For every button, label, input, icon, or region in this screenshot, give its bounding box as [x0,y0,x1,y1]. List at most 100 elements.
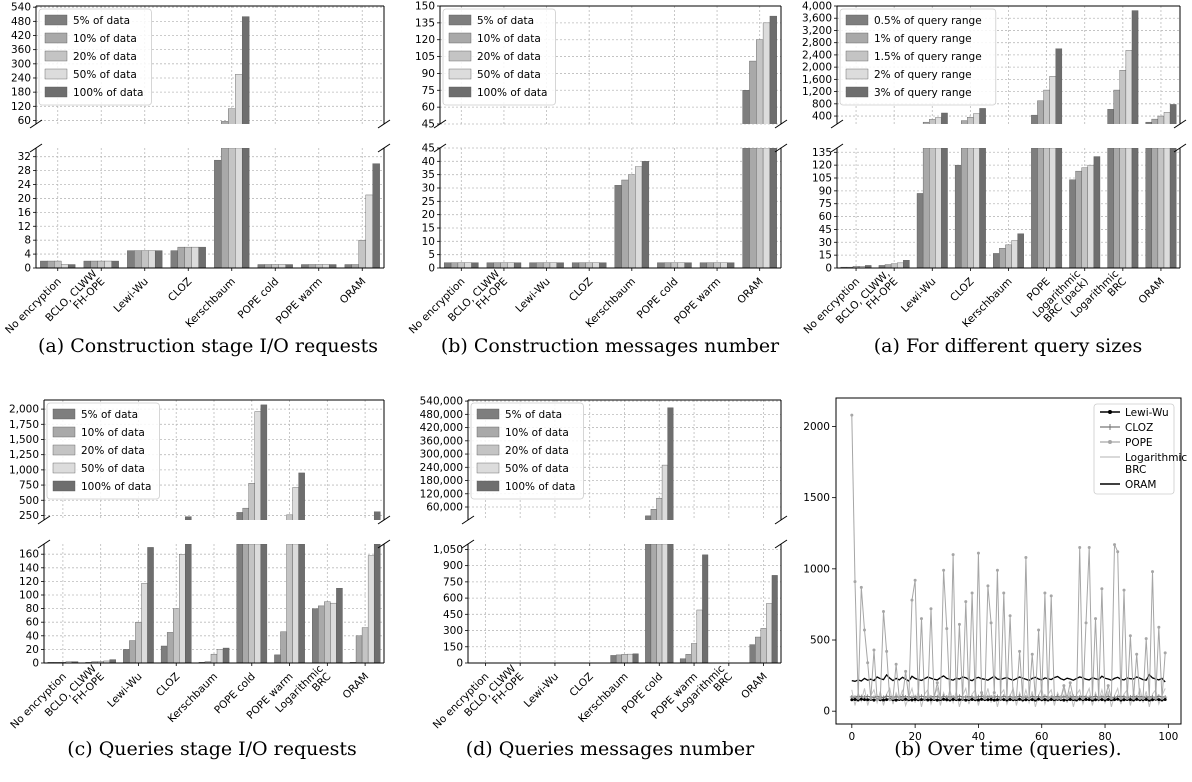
series-point [850,414,853,417]
bar [1132,148,1138,268]
series-point [1040,697,1043,700]
series-point [860,586,863,589]
y-tick-label: 0 [825,263,832,275]
bar [656,544,662,663]
category-label-line: Lewi-Wu [522,671,561,710]
bar [223,648,229,663]
bar [1152,119,1158,126]
series-point [964,699,967,702]
bar [929,119,935,126]
bar [627,654,633,663]
bar [179,554,185,663]
bar [763,23,770,126]
series-point [1015,697,1018,700]
bar [1088,165,1094,268]
legend-label: 10% of data [73,33,137,45]
legend-swatch [477,409,499,419]
y-tick-label: 4 [24,249,31,261]
series-point [1129,698,1132,701]
series-point [936,681,939,684]
bar [1114,90,1120,126]
bar [112,261,119,268]
bar [635,167,642,268]
bar [1170,148,1176,268]
bar [1094,157,1100,268]
series-point [888,698,891,701]
bar [1050,148,1056,268]
bar [255,544,261,663]
bar [299,544,305,663]
series-point [885,650,888,653]
y-tick-label: 15 [819,250,832,262]
bar [345,265,352,268]
bar [903,260,909,268]
series-point [853,580,856,583]
series-point [958,623,961,626]
y-tick-label: 100 [19,590,39,602]
y-tick-label: 25 [422,196,435,208]
y-tick-label: 45 [422,143,435,155]
series-point [952,698,955,701]
series-point [914,579,917,582]
bar [374,512,380,522]
bar [1120,70,1126,126]
bar [1031,115,1037,126]
bar [685,263,692,268]
legend-label-line: Lewi-Wu [1125,407,1169,419]
bar [550,263,557,268]
legend-swatch [45,33,67,43]
series-point [1062,699,1065,702]
category-label-line: Lewi-Wu [513,276,552,315]
series-point [929,698,932,701]
bar [318,606,324,663]
bar [743,148,750,268]
bar [129,641,135,663]
bar [961,121,967,126]
panel-p3: 4008001,2001,6002,0002,4002,8003,2003,60… [801,1,1186,358]
y-tick-label: 300,000 [420,449,463,461]
category-label: CLOZ [567,671,595,699]
series-point [917,697,920,700]
bar [279,265,286,268]
y-tick-label: 900 [443,560,463,572]
bar [161,646,167,663]
y-tick-label: 500 [19,495,39,507]
bar [242,17,249,126]
series-point [1085,698,1088,701]
caption: (b) Over time (queries). [894,738,1121,760]
series-point [1148,697,1151,700]
series-point [967,697,970,700]
bar [280,632,286,663]
bar [105,261,112,268]
bar [993,253,999,268]
bar [472,263,479,268]
legend-swatch [449,69,471,79]
bar [1170,104,1176,126]
y-tick-label: 40 [26,630,39,642]
bar [237,544,243,663]
series-point [885,698,888,701]
series-point [942,569,945,572]
series-point [1024,698,1027,701]
legend-label: 10% of data [81,427,145,439]
legend-swatch [53,427,75,437]
bar [961,148,967,268]
series-point [879,697,882,700]
series-point [1037,629,1040,632]
series-point [1164,651,1167,654]
series-point [850,698,853,701]
series-point [929,607,932,610]
bar [261,544,267,663]
series-point [1113,543,1116,546]
bar [249,483,255,522]
series-point [958,698,961,701]
bar [1069,180,1075,268]
legend-swatch [846,69,868,79]
category-label: ORAM [735,276,766,307]
series-point [1116,550,1119,553]
y-tick-label: 150 [443,641,463,653]
caption: (c) Queries stage I/O requests [67,738,357,760]
series-point [1145,698,1148,701]
series-point [996,698,999,701]
series-point [1085,621,1088,624]
